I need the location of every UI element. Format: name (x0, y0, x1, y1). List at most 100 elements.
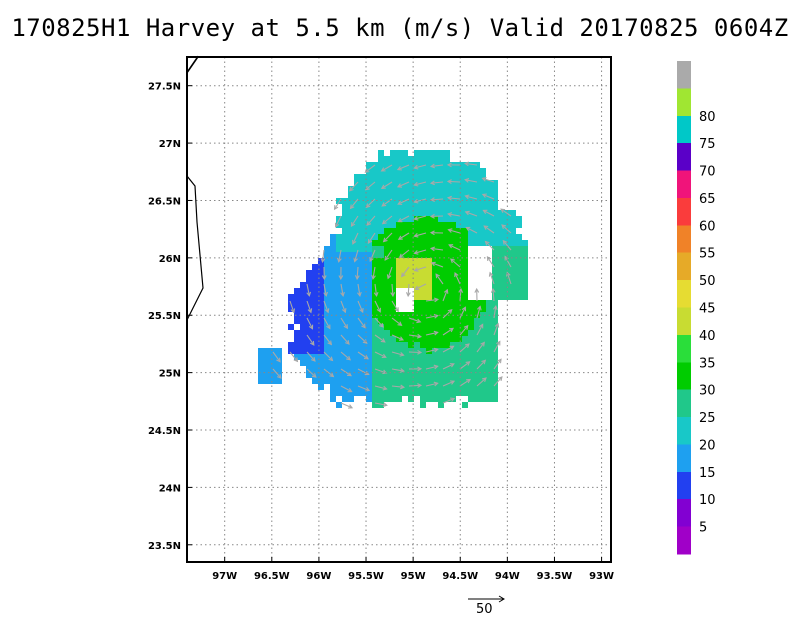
field-cell (510, 258, 516, 264)
field-cell (336, 330, 342, 336)
field-cell (336, 246, 342, 252)
wind-vector (386, 266, 393, 280)
field-cell (402, 174, 408, 180)
field-cell (480, 228, 486, 234)
field-cell (378, 342, 384, 348)
wind-vector (323, 368, 335, 378)
field-cell (396, 366, 402, 372)
x-tick-label: 97W (212, 571, 237, 582)
y-tick-label: 27.5N (148, 82, 181, 93)
field-cell (354, 234, 360, 240)
field-cell (456, 234, 462, 240)
field-cell (498, 294, 504, 300)
field-cell (426, 366, 432, 372)
field-cell (480, 204, 486, 210)
wind-vector (396, 181, 410, 188)
field-cell (480, 336, 486, 342)
field-cell (450, 186, 456, 192)
field-cell (498, 228, 504, 234)
field-cell (450, 384, 456, 390)
field-cell (330, 324, 336, 330)
y-tick-label: 27N (159, 139, 181, 150)
field-cell (378, 258, 384, 264)
field-cell (348, 378, 354, 384)
field-cell (426, 300, 432, 306)
field-cell (450, 252, 456, 258)
field-cell (342, 288, 348, 294)
field-cell (420, 210, 426, 216)
field-cell (438, 186, 444, 192)
field-cell (444, 216, 450, 222)
field-cell (396, 282, 402, 288)
field-cell (384, 348, 390, 354)
field-cell (426, 306, 432, 312)
field-cell (414, 390, 420, 396)
field-cell (486, 366, 492, 372)
wind-vector (405, 283, 411, 298)
field-cell (312, 330, 318, 336)
field-cell (474, 186, 480, 192)
field-cell (396, 204, 402, 210)
field-cell (492, 198, 498, 204)
field-cell (390, 258, 396, 264)
wind-vector (465, 226, 478, 234)
field-cell (438, 324, 444, 330)
colorbar-label: 80 (699, 110, 716, 125)
wind-vector (321, 266, 327, 281)
field-cell (336, 348, 342, 354)
field-cell (306, 276, 312, 282)
field-cell (348, 210, 354, 216)
colorbar-swatch (677, 115, 691, 144)
field-cell (462, 384, 468, 390)
field-cell (384, 210, 390, 216)
field-cell (384, 360, 390, 366)
field-cell (366, 234, 372, 240)
field-cell (444, 336, 450, 342)
field-cell (384, 300, 390, 306)
field-cell (390, 180, 396, 186)
field-cell (456, 276, 462, 282)
field-cell (492, 318, 498, 324)
wind-vector (446, 195, 461, 201)
field-cell (462, 222, 468, 228)
field-cell (330, 312, 336, 318)
field-cell (456, 300, 462, 306)
field-cell (456, 192, 462, 198)
field-cell (348, 390, 354, 396)
field-cell (474, 330, 480, 336)
field-cell (486, 384, 492, 390)
field-cell (462, 180, 468, 186)
field-cell (372, 186, 378, 192)
field-cell (480, 234, 486, 240)
field-cell (450, 198, 456, 204)
field-cell (384, 186, 390, 192)
field-cell (444, 384, 450, 390)
field-cell (456, 324, 462, 330)
field-cell (438, 258, 444, 264)
field-cell (402, 276, 408, 282)
field-cell (354, 348, 360, 354)
field-cell (444, 378, 450, 384)
wind-vector (454, 272, 461, 285)
field-cell (306, 306, 312, 312)
field-cell (516, 234, 522, 240)
field-cell (402, 150, 408, 156)
field-cell (420, 192, 426, 198)
field-cell (450, 246, 456, 252)
field-cell (372, 270, 378, 276)
field-cell (372, 336, 378, 342)
wind-vector (357, 317, 366, 329)
field-cell (258, 354, 264, 360)
field-cell (408, 216, 414, 222)
field-cell (372, 378, 378, 384)
colorbar-label: 35 (699, 356, 716, 371)
field-cell (354, 294, 360, 300)
field-cell (276, 360, 282, 366)
field-cell (330, 252, 336, 258)
field-cell (444, 342, 450, 348)
field-cell (492, 366, 498, 372)
field-cell (438, 240, 444, 246)
field-cell (366, 336, 372, 342)
field-cell (390, 228, 396, 234)
field-cell (432, 270, 438, 276)
